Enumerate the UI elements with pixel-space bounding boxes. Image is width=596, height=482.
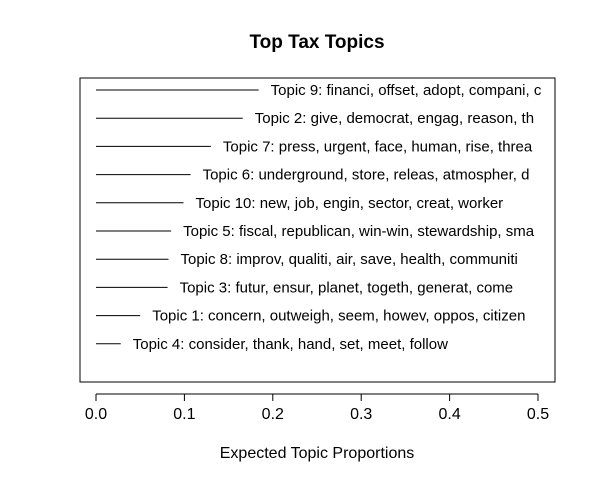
topic-label: Topic 3: futur, ensur, planet, togeth, g…	[180, 279, 514, 296]
plot-frame	[79, 77, 556, 383]
topic-label: Topic 8: improv, qualiti, air, save, hea…	[180, 251, 517, 268]
x-axis-label: Expected Topic Proportions	[220, 445, 414, 462]
topic-label: Topic 6: underground, store, releas, atm…	[203, 167, 530, 184]
topic-bars: Topic 9: financi, offset, adopt, compani…	[96, 82, 542, 353]
chart-title: Top Tax Topics	[249, 32, 384, 53]
x-tick-label: 0.0	[85, 406, 107, 423]
topic-label: Topic 9: financi, offset, adopt, compani…	[271, 82, 542, 99]
topic-label: Topic 2: give, democrat, engag, reason, …	[255, 110, 534, 127]
topic-label: Topic 1: concern, outweigh, seem, howev,…	[152, 308, 525, 325]
topic-label: Topic 4: consider, thank, hand, set, mee…	[133, 336, 448, 353]
x-tick-label: 0.5	[527, 406, 549, 423]
x-tick-label: 0.2	[262, 406, 284, 423]
x-tick-label: 0.3	[350, 406, 372, 423]
topic-label: Topic 7: press, urgent, face, human, ris…	[223, 138, 533, 155]
x-axis: 0.0 0.1 0.2 0.3 0.4 0.5	[85, 393, 549, 423]
x-tick-label: 0.1	[173, 406, 195, 423]
topic-label: Topic 10: new, job, engin, sector, creat…	[196, 195, 504, 212]
x-tick-label: 0.4	[438, 406, 460, 423]
topic-label: Topic 5: fiscal, republican, win-win, st…	[183, 223, 535, 240]
